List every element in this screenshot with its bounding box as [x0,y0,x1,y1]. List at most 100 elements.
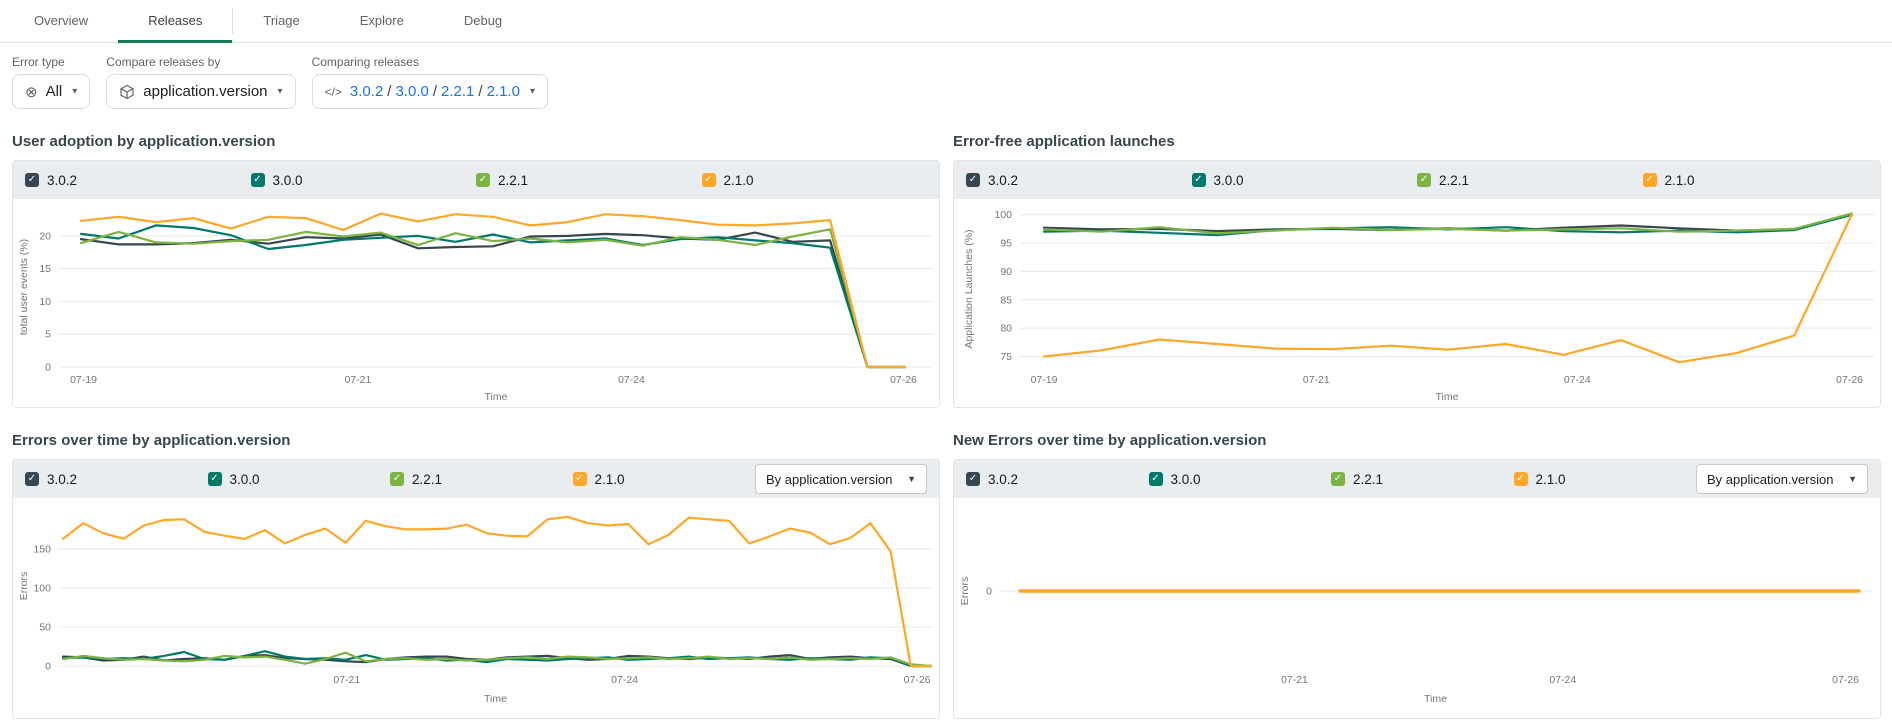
chevron-down-icon: ▾ [277,86,283,97]
chart-legend: ✓ 3.0.2 ✓ 3.0.0 ✓ 2.2.1 ✓ 2.1.0 By appli… [13,460,939,498]
version-separator: / [432,83,438,100]
legend-label: 2.2.1 [412,471,443,487]
y-tick-label: 85 [1000,294,1012,306]
chart-panel: ✓ 3.0.2 ✓ 3.0.0 ✓ 2.2.1 ✓ 2.1.0 By appli… [12,459,940,719]
charts-grid: User adoption by application.version ✓ 3… [0,121,1892,719]
checkbox-icon[interactable]: ✓ [476,173,490,187]
comparing-releases-filter: Comparing releases </> 3.0.2/3.0.0/2.2.1… [311,55,548,109]
series-line-3.0.2 [79,231,907,369]
compare-by-filter: Compare releases by application.version … [106,55,296,109]
legend-item-2-2-1[interactable]: ✓ 2.2.1 [476,173,702,188]
legend-label: 3.0.2 [988,172,1019,188]
checkbox-icon[interactable]: ✓ [1642,173,1657,187]
chart-title: User adoption by application.version [12,133,276,150]
checkbox-icon[interactable]: ✓ [25,472,39,486]
x-axis-title: Time [484,693,507,705]
x-tick-label: 07-26 [1832,674,1859,686]
legend-item-3-0-2[interactable]: ✓ 3.0.2 [25,173,251,188]
x-tick-label: 07-24 [1549,674,1576,686]
checkbox-icon[interactable]: ✓ [701,173,716,187]
checkbox-icon[interactable]: ✓ [1148,472,1163,486]
x-tick-label: 07-19 [70,374,97,386]
version-link[interactable]: 3.0.2 [349,83,384,100]
package-icon [119,84,135,100]
legend-item-2-2-1[interactable]: ✓ 2.2.1 [1331,472,1514,487]
chart-title: Error-free application launches [953,133,1175,150]
chart-panel: ✓ 3.0.2 ✓ 3.0.0 ✓ 2.2.1 ✓ 2.1.0 0 5 10 15 20… [12,160,940,408]
legend-item-3-0-2[interactable]: ✓ 3.0.2 [966,173,1192,188]
x-tick-label: 07-24 [618,374,645,386]
filters-row: Error type ⊗ All ▾ Compare releases by a… [0,43,1892,121]
checkbox-icon[interactable]: ✓ [966,173,980,187]
legend-item-2-1-0[interactable]: ✓ 2.1.0 [1513,472,1697,487]
legend-item-2-1-0[interactable]: ✓ 2.1.0 [1642,172,1869,188]
legend-label: 3.0.0 [1170,471,1201,487]
user-adoption-chart: 0 5 10 15 20 total user events (%) 07-19 07-21 0… [13,199,939,407]
y-axis-title: total user events (%) [18,239,30,335]
checkbox-icon[interactable]: ✓ [1513,472,1528,486]
checkbox-icon[interactable]: ✓ [1191,173,1206,187]
tab-triage[interactable]: Triage [263,12,300,28]
checkbox-icon[interactable]: ✓ [25,173,39,187]
error-type-filter: Error type ⊗ All ▾ [12,55,91,109]
y-tick-label: 5 [45,329,51,341]
legend-label: 2.2.1 [1439,172,1470,188]
legend-label: 3.0.2 [47,471,78,487]
legend-item-2-2-1[interactable]: ✓ 2.2.1 [1417,173,1643,188]
legend-item-2-1-0[interactable]: ✓ 2.1.0 [701,173,928,188]
legend-label: 3.0.2 [47,172,78,188]
tab-explore[interactable]: Explore [359,12,404,28]
checkbox-icon[interactable]: ✓ [1417,173,1431,187]
legend-item-2-2-1[interactable]: ✓ 2.2.1 [390,472,573,487]
chart-panel: ✓ 3.0.2 ✓ 3.0.0 ✓ 2.2.1 ✓ 2.1.0 By appli… [953,459,1881,719]
series-line-2.2.1 [1042,212,1854,235]
legend-item-3-0-2[interactable]: ✓ 3.0.2 [25,472,208,487]
new-errors-over-time-card: New Errors over time by application.vers… [953,422,1881,719]
version-link[interactable]: 2.2.1 [441,83,475,100]
checkbox-icon[interactable]: ✓ [250,173,265,187]
select-caret-icon: ▼ [907,474,916,484]
legend-item-3-0-0[interactable]: ✓ 3.0.0 [1191,173,1418,188]
legend-item-3-0-2[interactable]: ✓ 3.0.2 [966,472,1149,487]
error-type-dropdown[interactable]: ⊗ All ▾ [12,74,91,109]
series-line-2.2.1 [79,228,907,369]
y-axis-title: Errors [18,572,30,601]
chart-legend: ✓ 3.0.2 ✓ 3.0.0 ✓ 2.2.1 ✓ 2.1.0 By appli… [954,460,1880,498]
group-by-value: By application.version [766,471,893,487]
version-separator: / [478,83,483,100]
legend-label: 2.1.0 [594,471,625,487]
legend-item-2-1-0[interactable]: ✓ 2.1.0 [572,471,756,487]
x-tick-label: 07-26 [904,674,931,686]
y-tick-label: 20 [39,230,51,242]
user-adoption-card: User adoption by application.version ✓ 3… [12,123,940,408]
checkbox-icon[interactable]: ✓ [390,472,404,486]
compare-by-dropdown[interactable]: application.version ▾ [106,74,296,109]
tab-releases[interactable]: Releases [118,0,233,43]
y-tick-label: 0 [45,362,51,374]
legend-label: 2.1.0 [1664,172,1695,188]
checkbox-icon[interactable]: ✓ [966,472,980,486]
series-line-2.1.0 [1042,213,1854,364]
checkbox-icon[interactable]: ✓ [572,472,587,486]
x-axis-title: Time [1436,391,1459,403]
legend-item-3-0-0[interactable]: ✓ 3.0.0 [250,172,477,188]
version-link[interactable]: 3.0.0 [395,83,429,100]
y-tick-label: 95 [1000,238,1012,250]
checkbox-icon[interactable]: ✓ [207,472,222,486]
error-free-launches-card: Error-free application launches ✓ 3.0.2 … [953,123,1881,408]
version-link[interactable]: 2.1.0 [486,83,520,100]
comparing-releases-dropdown[interactable]: </> 3.0.2/3.0.0/2.2.1/2.1.0 ▾ [311,74,548,109]
checkbox-icon[interactable]: ✓ [1331,472,1345,486]
legend-item-3-0-0[interactable]: ✓ 3.0.0 [207,472,391,487]
y-axis-title: Errors [959,577,971,606]
group-by-select[interactable]: By application.version ▼ [1696,464,1868,494]
tab-debug[interactable]: Debug [463,12,503,28]
version-separator: / [387,83,392,100]
legend-label: 3.0.0 [272,172,303,188]
chart-title: New Errors over time by application.vers… [953,432,1267,449]
legend-item-3-0-0[interactable]: ✓ 3.0.0 [1148,471,1332,487]
tab-overview[interactable]: Overview [34,12,89,28]
group-by-select[interactable]: By application.version ▼ [755,464,927,494]
series-line-3.0.0 [1042,213,1854,237]
y-tick-label: 100 [994,209,1012,221]
